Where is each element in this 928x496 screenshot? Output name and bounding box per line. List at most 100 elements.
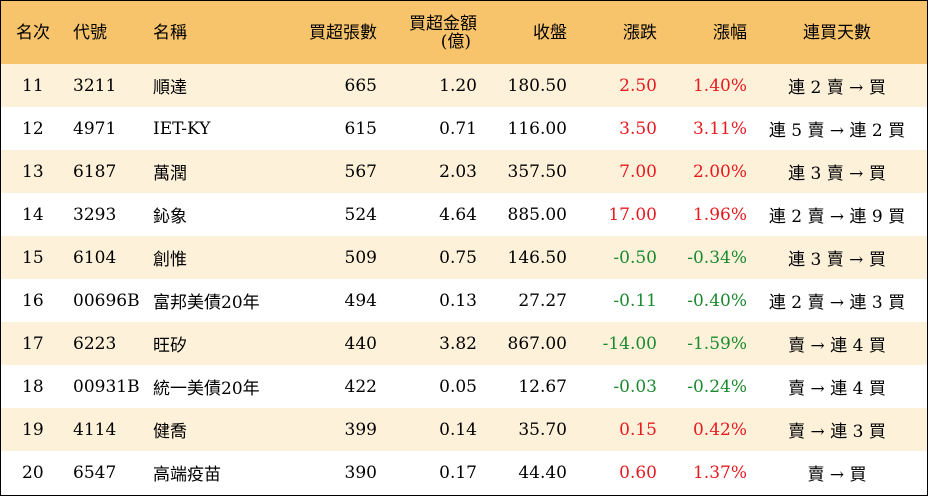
cell-name: 統一美債20年	[153, 379, 260, 399]
cell-code: 3211	[73, 75, 117, 96]
table-row: 18 00931B 統一美債20年 422 0.05 12.67 -0.03 -0.24% 賣 …	[1, 365, 927, 408]
cell-change: 3.50	[619, 118, 657, 139]
header-buy-lots: 買超張數	[309, 22, 377, 43]
cell-buy-lots: 440	[344, 333, 377, 354]
cell-pct: 1.40%	[692, 75, 747, 96]
cell-close: 35.70	[518, 419, 567, 440]
header-streak: 連買天數	[803, 22, 871, 43]
cell-name: IET-KY	[153, 118, 211, 139]
cell-pct: -1.59%	[687, 333, 747, 354]
cell-name: 健喬	[153, 422, 187, 442]
cell-code: 00696B	[73, 290, 140, 311]
cell-code: 6547	[73, 462, 117, 483]
cell-streak: 連 3 賣 → 買	[788, 164, 886, 184]
cell-pct: 0.42%	[692, 419, 747, 440]
cell-code: 6187	[73, 161, 117, 182]
table-row: 16 00696B 富邦美債20年 494 0.13 27.27 -0.11 -0.40% 連 …	[1, 279, 927, 322]
cell-buy-lots: 615	[344, 118, 377, 139]
header-close: 收盤	[533, 22, 567, 43]
cell-code: 4971	[73, 118, 117, 139]
cell-name: 鈊象	[153, 207, 187, 227]
cell-pct: 2.00%	[692, 161, 747, 182]
cell-close: 27.27	[518, 290, 567, 311]
cell-buy-amount: 2.03	[439, 161, 477, 182]
cell-buy-lots: 390	[344, 462, 377, 483]
cell-streak: 賣 → 買	[807, 465, 867, 485]
cell-close: 885.00	[507, 204, 567, 225]
cell-streak: 賣 → 連 4 買	[788, 379, 886, 399]
cell-change: 2.50	[619, 75, 657, 96]
table-row: 12 4971 IET-KY 615 0.71 116.00 3.50 3.11% 連 5 賣 …	[1, 107, 927, 150]
cell-change: 17.00	[608, 204, 657, 225]
table-row: 19 4114 健喬 399 0.14 35.70 0.15 0.42% 賣 → 連 3 買	[1, 408, 927, 451]
cell-name: 順達	[153, 78, 187, 98]
header-buy-amount-line1: 買超金額	[409, 13, 477, 34]
cell-close: 180.50	[507, 75, 567, 96]
cell-rank: 15	[22, 247, 44, 268]
header-name: 名稱	[153, 22, 187, 43]
cell-rank: 13	[22, 161, 44, 182]
cell-pct: 3.11%	[692, 118, 747, 139]
cell-code: 6223	[73, 333, 117, 354]
cell-streak: 賣 → 連 3 買	[788, 422, 886, 442]
header-rank: 名次	[16, 22, 50, 43]
cell-rank: 16	[22, 290, 44, 311]
cell-close: 357.50	[507, 161, 567, 182]
cell-rank: 12	[22, 118, 44, 139]
cell-buy-amount: 0.05	[439, 376, 477, 397]
cell-pct: 1.37%	[692, 462, 747, 483]
table-row: 17 6223 旺矽 440 3.82 867.00 -14.00 -1.59% 賣 → 連 4…	[1, 322, 927, 365]
cell-change: 0.60	[619, 462, 657, 483]
table-header-row: 名次 代號 名稱 買超張數 買超金額 (億) 收盤 漲跌 漲幅 連買天數	[1, 1, 927, 64]
cell-buy-lots: 399	[344, 419, 377, 440]
cell-streak: 賣 → 連 4 買	[788, 336, 886, 356]
cell-buy-lots: 665	[344, 75, 377, 96]
cell-close: 867.00	[507, 333, 567, 354]
cell-name: 高端疫苗	[153, 465, 221, 485]
cell-pct: 1.96%	[692, 204, 747, 225]
cell-change: -14.00	[602, 333, 657, 354]
cell-code: 6104	[73, 247, 117, 268]
cell-pct: -0.24%	[687, 376, 747, 397]
cell-pct: -0.34%	[687, 247, 747, 268]
table-row: 14 3293 鈊象 524 4.64 885.00 17.00 1.96% 連 2 賣 → 連…	[1, 193, 927, 236]
cell-buy-lots: 494	[344, 290, 377, 311]
cell-change: -0.50	[613, 247, 657, 268]
header-buy-amount: 買超金額 (億)	[377, 1, 477, 64]
cell-name: 萬潤	[153, 164, 187, 184]
cell-name: 富邦美債20年	[153, 293, 260, 313]
cell-code: 4114	[73, 419, 117, 440]
cell-change: -0.03	[613, 376, 657, 397]
cell-name: 創惟	[153, 250, 187, 270]
cell-buy-lots: 567	[344, 161, 377, 182]
cell-streak: 連 3 賣 → 買	[788, 250, 886, 270]
cell-rank: 14	[22, 204, 44, 225]
cell-code: 3293	[73, 204, 117, 225]
cell-buy-amount: 0.14	[439, 419, 477, 440]
cell-rank: 17	[22, 333, 44, 354]
cell-buy-amount: 0.71	[439, 118, 477, 139]
header-buy-amount-line2: (億)	[440, 31, 471, 52]
header-code: 代號	[73, 22, 107, 43]
cell-buy-amount: 0.17	[439, 462, 477, 483]
cell-buy-lots: 524	[344, 204, 377, 225]
cell-change: -0.11	[613, 290, 657, 311]
cell-close: 116.00	[507, 118, 567, 139]
cell-buy-amount: 4.64	[439, 204, 477, 225]
cell-buy-amount: 1.20	[439, 75, 477, 96]
cell-streak: 連 2 賣 → 連 9 買	[768, 207, 906, 227]
cell-close: 44.40	[518, 462, 567, 483]
cell-streak: 連 2 賣 → 連 3 買	[768, 293, 906, 313]
cell-change: 0.15	[619, 419, 657, 440]
cell-rank: 18	[22, 376, 44, 397]
cell-buy-lots: 422	[344, 376, 377, 397]
cell-code: 00931B	[73, 376, 140, 397]
cell-rank: 11	[22, 75, 44, 96]
table-row: 20 6547 高端疫苗 390 0.17 44.40 0.60 1.37% 賣 → 買	[1, 451, 927, 494]
cell-name: 旺矽	[153, 336, 187, 356]
cell-pct: -0.40%	[687, 290, 747, 311]
cell-streak: 連 5 賣 → 連 2 買	[768, 121, 906, 141]
cell-rank: 20	[22, 462, 44, 483]
